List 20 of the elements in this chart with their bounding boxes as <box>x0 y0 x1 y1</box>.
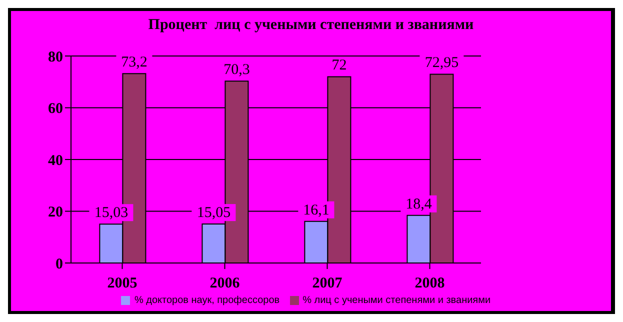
data-label: 15,05 <box>196 205 231 222</box>
x-tick-label: 2006 <box>210 276 240 292</box>
data-label: 70,3 <box>224 62 250 78</box>
y-tick-label: 0 <box>56 256 63 272</box>
data-label: 72,95 <box>424 55 459 72</box>
data-label: 18,4 <box>406 196 432 212</box>
y-tick-label: 80 <box>48 49 63 66</box>
y-tick-label: 60 <box>48 101 63 118</box>
y-tick-label: 20 <box>48 204 63 221</box>
x-tick-label: 2007 <box>312 276 343 292</box>
data-label: 73,2 <box>121 54 148 71</box>
data-label: 16,1 <box>303 202 330 218</box>
data-label: 15,03 <box>94 205 128 222</box>
legend-label: % докторов наук, профессоров <box>134 295 280 306</box>
x-tick-label: 2005 <box>107 276 138 292</box>
y-tick-label: 40 <box>48 152 63 169</box>
data-label: 72 <box>332 58 347 74</box>
legend-label: % лиц с учеными степенями и званиями <box>302 295 491 306</box>
chart-title: Процент лиц с учеными степенями и званиями <box>147 16 475 34</box>
x-tick-label: 2008 <box>414 276 445 292</box>
